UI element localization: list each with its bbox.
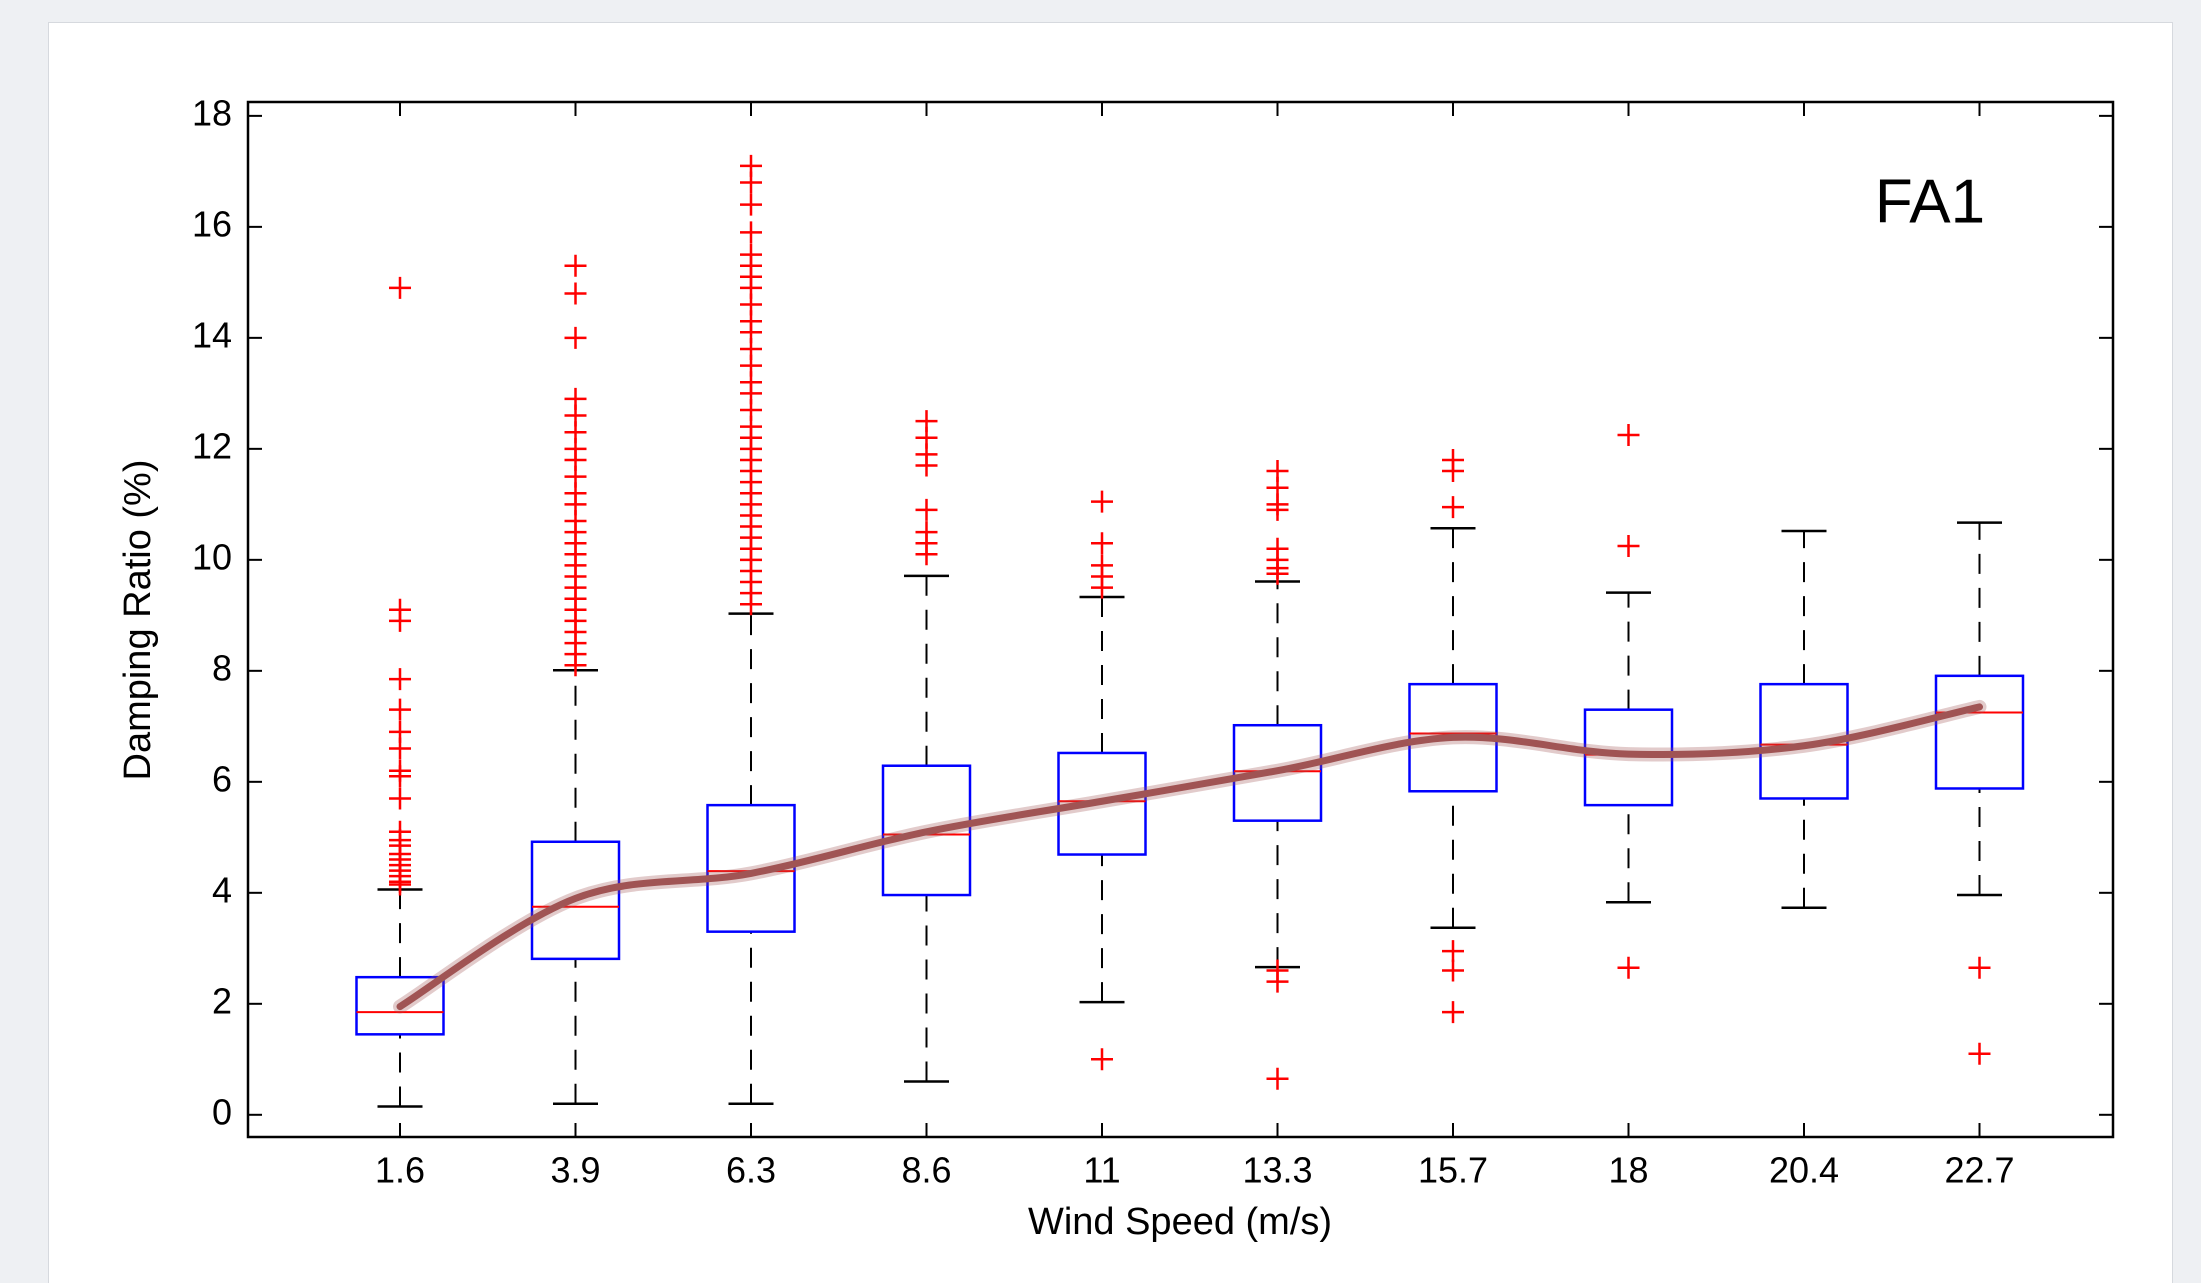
outlier: [1617, 423, 1640, 446]
y-tick-label: 14: [192, 314, 232, 355]
box: [881, 764, 972, 897]
outlier: [389, 873, 411, 896]
y-tick-label: 10: [192, 536, 232, 577]
x-tick-label: 8.6: [901, 1150, 951, 1191]
outlier: [1091, 532, 1113, 555]
outlier: [389, 609, 411, 632]
y-tick-label: 18: [192, 92, 232, 133]
outlier: [1442, 940, 1464, 963]
y-tick-label: 16: [192, 203, 232, 244]
outlier: [1617, 956, 1640, 979]
outlier: [1968, 1042, 1991, 1065]
x-tick-label: 18: [1608, 1150, 1648, 1191]
outlier: [915, 454, 938, 477]
outlier: [564, 654, 587, 677]
outlier: [564, 254, 587, 277]
plot-frame: [246, 100, 2115, 1139]
outlier: [1442, 460, 1464, 483]
box: [1057, 751, 1147, 856]
x-tick-label: 20.4: [1769, 1150, 1839, 1191]
outlier: [1968, 956, 1991, 979]
outlier: [1266, 1067, 1289, 1090]
x-tick-label: 6.3: [726, 1150, 776, 1191]
outlier: [740, 593, 762, 616]
box: [355, 975, 445, 1036]
outlier: [389, 668, 411, 691]
box: [530, 840, 621, 961]
x-tick-label: 15.7: [1418, 1150, 1488, 1191]
outlier: [1442, 1001, 1464, 1024]
outlier: [915, 498, 938, 521]
outlier: [740, 171, 762, 194]
y-tick-label: 2: [212, 980, 232, 1021]
outlier: [1091, 1048, 1113, 1071]
annotation: FA1: [1875, 167, 1985, 236]
outlier: [1091, 490, 1113, 513]
x-tick-label: 1.6: [375, 1150, 425, 1191]
outlier: [564, 282, 587, 305]
y-axis-label: Damping Ratio (%): [117, 460, 159, 781]
outlier: [915, 543, 938, 566]
box: [706, 803, 796, 933]
outlier: [1266, 498, 1289, 521]
y-tick-label: 6: [212, 758, 232, 799]
outlier: [1266, 970, 1289, 993]
outlier: [1617, 534, 1640, 557]
outlier: [1442, 496, 1464, 519]
x-tick-label: 13.3: [1242, 1150, 1312, 1191]
y-tick-label: 0: [212, 1091, 232, 1132]
outlier: [389, 787, 411, 810]
outlier: [1091, 576, 1113, 599]
y-tick-label: 4: [212, 869, 232, 910]
box: [1934, 674, 2025, 790]
x-tick-label: 11: [1083, 1150, 1120, 1191]
outlier: [1442, 959, 1464, 982]
x-axis-label: Wind Speed (m/s): [1028, 1201, 1332, 1243]
outlier: [389, 737, 411, 760]
outlier: [389, 698, 411, 721]
outlier: [389, 276, 411, 299]
panel: [48, 22, 2173, 1283]
x-tick-label: 3.9: [550, 1150, 600, 1191]
y-tick-label: 12: [192, 425, 232, 466]
x-tick-label: 22.7: [1944, 1150, 2014, 1191]
y-tick-label: 8: [212, 647, 232, 688]
outlier: [740, 193, 762, 216]
outlier: [1266, 562, 1289, 585]
outlier: [740, 221, 762, 244]
box: [1232, 723, 1323, 822]
trend-line: [396, 703, 1983, 1011]
outlier: [389, 765, 411, 788]
outlier: [564, 326, 587, 349]
